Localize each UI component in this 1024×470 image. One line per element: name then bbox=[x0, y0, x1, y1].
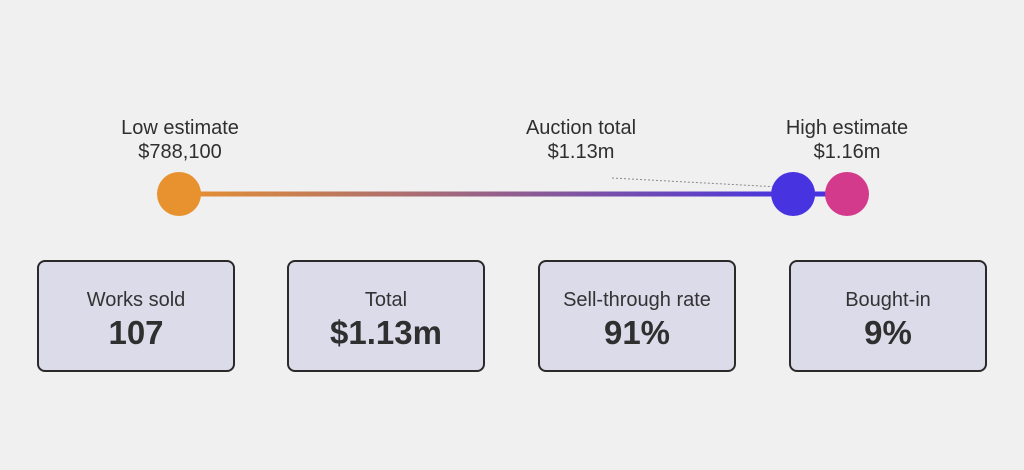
auction-total-leader-line bbox=[611, 177, 780, 188]
low-estimate-label: Low estimate $788,100 bbox=[80, 116, 280, 164]
stat-card-sell-through-rate: Sell-through rate 91% bbox=[538, 260, 736, 372]
low-estimate-title: Low estimate bbox=[121, 117, 239, 139]
auction-total-value: $1.13m bbox=[547, 141, 615, 163]
stat-value: $1.13m bbox=[330, 314, 442, 351]
stat-card-works-sold: Works sold 107 bbox=[37, 260, 235, 372]
range-line-low-to-total bbox=[179, 191, 794, 197]
auction-total-label: Auction total $1.13m bbox=[480, 116, 682, 164]
stat-label: Total bbox=[364, 289, 408, 311]
auction-total-marker bbox=[771, 172, 816, 216]
stat-value: 91% bbox=[603, 314, 671, 351]
stat-value: 107 bbox=[108, 314, 164, 351]
low-estimate-value: $788,100 bbox=[138, 141, 222, 163]
stat-value: 9% bbox=[864, 314, 912, 351]
estimate-range-chart bbox=[157, 172, 869, 216]
stat-card-total: Total $1.13m bbox=[287, 260, 485, 372]
high-estimate-marker bbox=[825, 172, 869, 216]
stat-card-bought-in: Bought-in 9% bbox=[789, 260, 987, 372]
high-estimate-label: High estimate $1.16m bbox=[746, 116, 948, 164]
high-estimate-value: $1.16m bbox=[813, 141, 881, 163]
high-estimate-title: High estimate bbox=[785, 117, 909, 139]
auction-total-title: Auction total bbox=[525, 117, 637, 139]
stat-label: Bought-in bbox=[845, 289, 931, 311]
low-estimate-marker bbox=[157, 172, 201, 216]
stat-label: Works sold bbox=[86, 289, 186, 311]
stat-label: Sell-through rate bbox=[563, 289, 711, 311]
range-line-total-to-high bbox=[793, 191, 847, 197]
